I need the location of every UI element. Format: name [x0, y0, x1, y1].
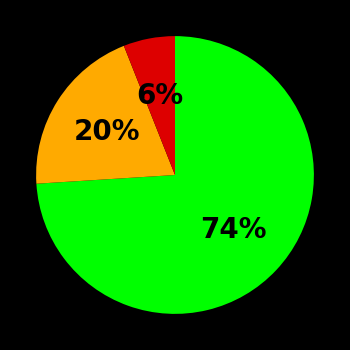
Wedge shape — [36, 46, 175, 184]
Text: 74%: 74% — [201, 216, 267, 244]
Wedge shape — [36, 36, 314, 314]
Wedge shape — [124, 36, 175, 175]
Text: 20%: 20% — [74, 118, 140, 146]
Text: 6%: 6% — [136, 82, 183, 110]
